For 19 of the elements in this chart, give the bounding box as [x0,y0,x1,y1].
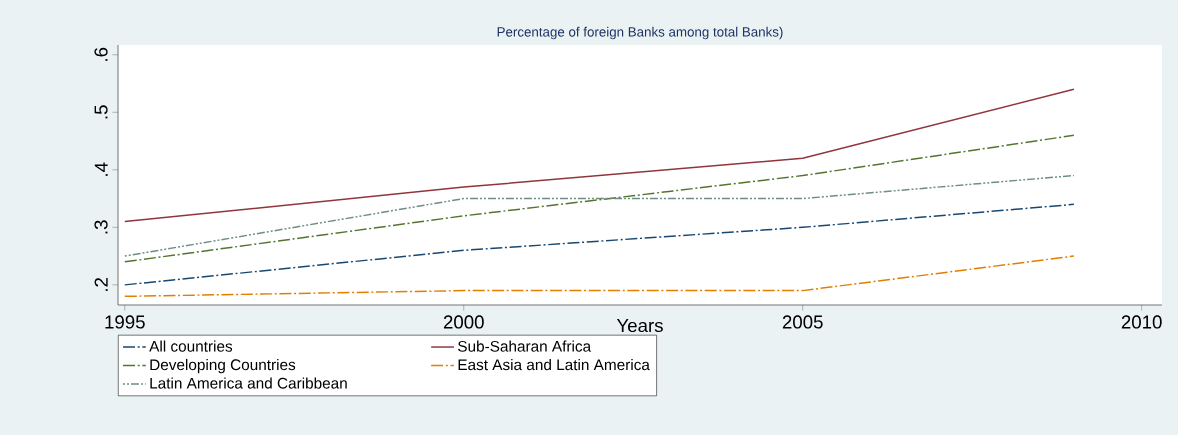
line-series [124,134,1075,263]
line-series [124,203,1075,286]
x-tick-label: 2000 [443,315,484,329]
legend-label: Sub-Saharan Africa [458,340,592,352]
x-tick-label: 2005 [782,315,823,329]
x-axis-title: Years [616,319,663,333]
legend-label: All countries [149,340,233,352]
x-tick-label: 1995 [105,315,145,329]
y-tick-label: .3 [94,220,108,234]
legend-label: East Asia and Latin America [458,358,650,371]
legend-label: Latin America and Caribbean [150,377,347,389]
legend-label: Developing Countries [150,358,296,374]
y-tick-label: .2 [94,278,108,291]
chart-title: Percentage of foreign Banks among total Banks) [497,26,783,40]
line-series [124,88,1075,223]
x-tick-label: 2010 [1121,315,1162,329]
y-tick-label: .4 [94,162,108,176]
y-tick-label: .5 [94,105,108,119]
y-tick-label: .6 [94,47,108,61]
